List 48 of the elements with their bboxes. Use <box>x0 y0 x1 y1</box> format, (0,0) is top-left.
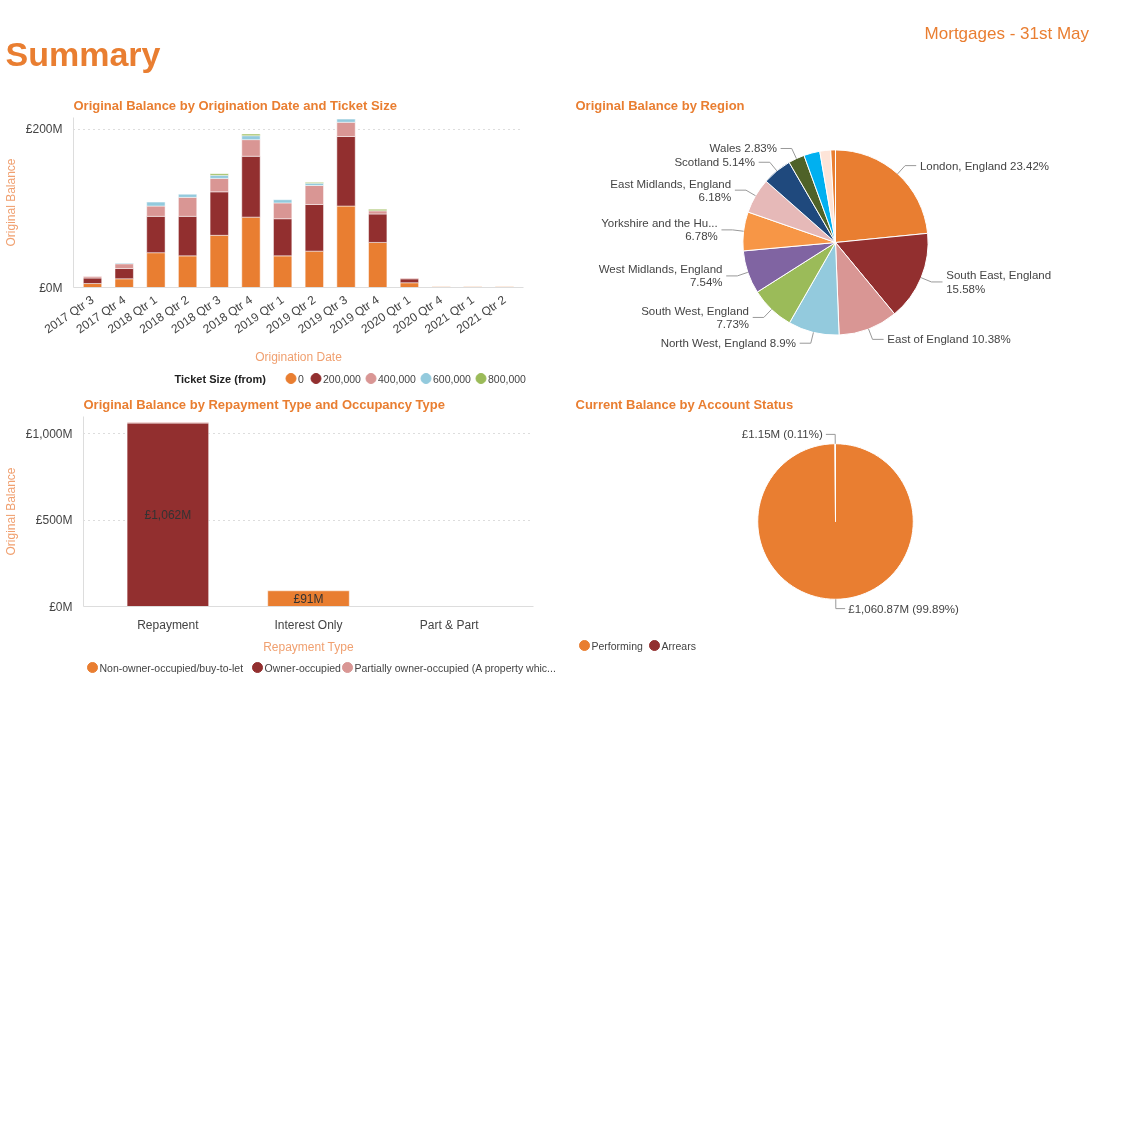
legend-label: 800,000 <box>488 372 527 385</box>
x-tick-label: Interest Only <box>274 617 343 632</box>
legend-label: Partially owner-occupied (A property whic... <box>354 661 556 674</box>
legend-label: 400,000 <box>378 372 417 385</box>
legend-title: Ticket Size (from) <box>174 372 267 385</box>
y-axis-title: Original Balance <box>3 158 18 247</box>
x-axis-title: Origination Date <box>255 350 343 365</box>
legend-label: 0 <box>298 372 304 385</box>
data-label: 15.58% <box>946 282 986 295</box>
x-tick-label: Repayment <box>137 617 200 632</box>
data-label: £1,060.87M (99.89%) <box>848 602 960 615</box>
data-label: 6.18% <box>698 190 732 203</box>
data-label: 7.73% <box>716 318 750 331</box>
legend-label: Owner-occupied <box>264 661 342 674</box>
chart-title: Original Balance by Origination Date and Ticket Size <box>73 97 397 113</box>
data-label: 6.78% <box>685 230 718 243</box>
data-label: 7.54% <box>689 276 723 289</box>
legend-label: 600,000 <box>433 372 472 385</box>
slice-label: East of England 10.38% <box>887 333 1011 346</box>
chart-title: Current Balance by Account Status <box>575 396 794 412</box>
slice-label: London, England 23.42% <box>919 159 1050 172</box>
legend-label: Performing <box>591 639 644 652</box>
chart-title: Original Balance by Region <box>575 97 745 113</box>
slice-label: South East, England <box>946 269 1052 282</box>
x-axis-title: Repayment Type <box>263 639 354 654</box>
slice-label: East Midlands, England <box>610 177 732 190</box>
data-label: £1.15M (0.11%) <box>741 428 823 441</box>
y-tick-label: £1,000M <box>25 426 73 441</box>
x-tick-label: Part & Part <box>419 617 480 632</box>
y-tick-label: £500M <box>35 513 73 528</box>
y-tick-label: £0M <box>39 280 63 295</box>
y-tick-label: £0M <box>49 599 73 614</box>
slice-label: Yorkshire and the Hu... <box>601 217 718 230</box>
data-label: £91M <box>293 591 324 606</box>
slice-label: North West, England 8.9% <box>660 337 796 350</box>
chart-title: Original Balance by Repayment Type and Occupancy Type <box>83 396 445 412</box>
slice-label: West Midlands, England <box>598 263 723 276</box>
slice-label: Wales 2.83% <box>709 142 777 155</box>
slice-label: South West, England <box>641 304 750 317</box>
y-tick-label: £200M <box>25 122 63 137</box>
legend-label: Non-owner-occupied/buy-to-let <box>99 661 244 674</box>
y-axis-title: Original Balance <box>3 467 18 556</box>
text: Mortgages - 31st May <box>924 24 1090 43</box>
text: Summary <box>5 34 161 73</box>
data-label: £1,062M <box>144 507 192 522</box>
slice-label: Scotland 5.14% <box>674 156 755 169</box>
legend-label: Arrears <box>661 639 696 652</box>
legend-label: 200,000 <box>323 372 362 385</box>
